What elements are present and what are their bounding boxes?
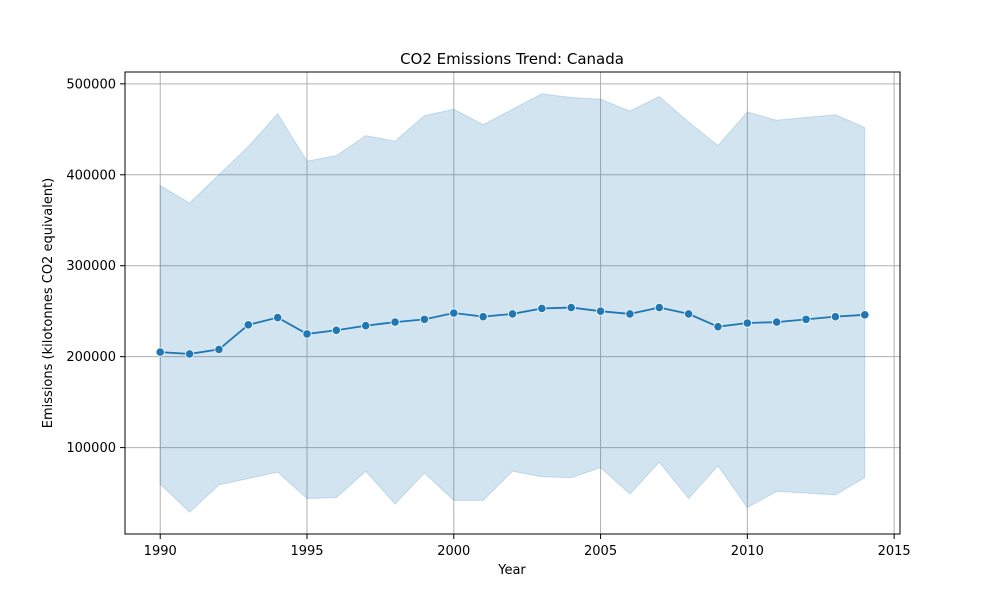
data-point — [302, 329, 312, 339]
y-tick-label: 200000 — [66, 350, 116, 365]
y-tick-label: 100000 — [66, 441, 116, 456]
y-tick-label: 300000 — [66, 259, 116, 274]
data-markers — [155, 302, 870, 359]
x-tick-label: 1995 — [290, 544, 323, 559]
x-axis-ticks: 1990 1995 2000 2005 2010 2015 — [144, 534, 911, 559]
y-axis-label: Emissions (kilotonnes CO2 equivalent) — [41, 178, 56, 428]
x-tick-label: 2000 — [437, 544, 470, 559]
data-point — [155, 347, 165, 357]
data-point — [184, 349, 195, 359]
data-point — [801, 314, 811, 324]
confidence-band-layer — [159, 93, 866, 513]
data-point — [772, 317, 782, 327]
data-point — [742, 318, 752, 328]
x-tick-label: 2015 — [878, 544, 911, 559]
data-point — [713, 322, 723, 332]
data-point — [214, 344, 224, 354]
data-point — [449, 308, 459, 318]
data-point — [243, 320, 253, 330]
y-tick-label: 500000 — [66, 77, 116, 92]
grid — [125, 72, 900, 534]
x-tick-label: 2005 — [584, 544, 617, 559]
data-point — [566, 302, 576, 313]
data-point — [361, 321, 371, 331]
data-point — [595, 306, 606, 316]
y-axis-ticks: 100000 200000 300000 400000 500000 — [66, 77, 125, 456]
y-tick-label: 400000 — [66, 168, 116, 183]
data-point — [537, 303, 547, 314]
plot-frame — [124, 71, 901, 535]
x-tick-label: 2010 — [731, 544, 764, 559]
data-point — [273, 312, 283, 323]
chart-title: CO2 Emissions Trend: Canada — [400, 50, 624, 68]
data-point — [860, 310, 870, 320]
data-point — [478, 312, 488, 322]
confidence-band — [159, 93, 866, 513]
data-point — [654, 302, 664, 313]
data-point — [625, 309, 635, 319]
data-point — [390, 317, 400, 327]
data-point — [507, 309, 518, 319]
data-point — [331, 325, 341, 335]
x-tick-label: 1990 — [144, 544, 177, 559]
data-point — [684, 309, 694, 319]
x-axis-label: Year — [497, 563, 526, 578]
data-point — [830, 312, 841, 322]
data-point — [419, 314, 430, 324]
